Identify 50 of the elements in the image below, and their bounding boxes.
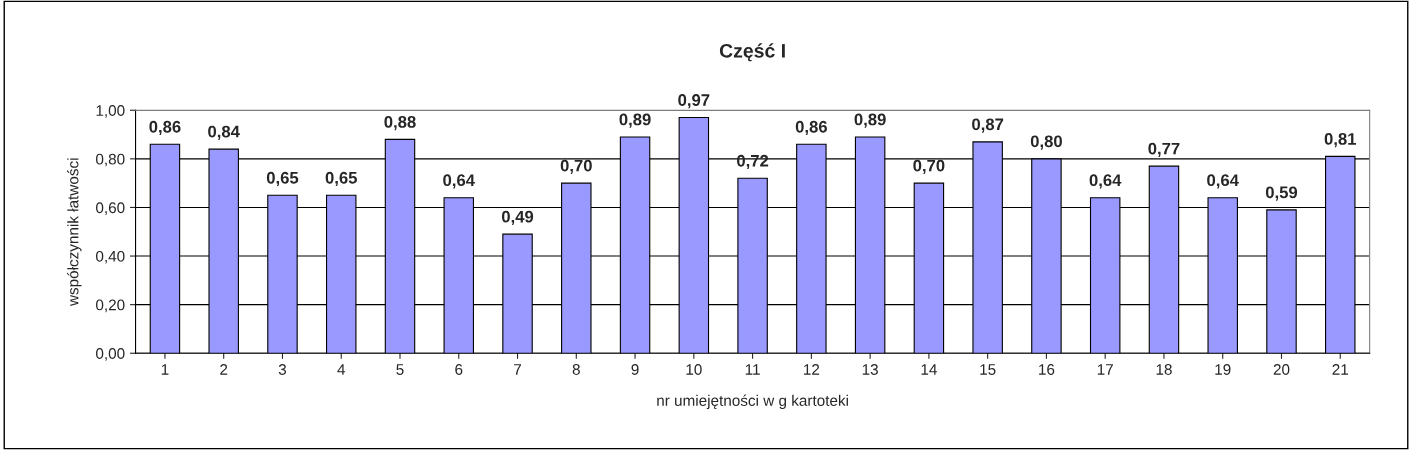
x-tick-label: 1 [161, 364, 169, 375]
chart-title: Część I [719, 43, 785, 62]
x-tick-label: 12 [804, 364, 820, 375]
data-label: 0,86 [149, 120, 181, 136]
x-tick-label: 18 [1156, 364, 1172, 375]
data-label: 0,59 [1265, 186, 1298, 201]
data-label: 0,64 [1089, 174, 1122, 189]
x-tick-label: 8 [572, 364, 580, 375]
y-tick-label: 0,60 [96, 202, 125, 215]
x-tick-label: 5 [396, 364, 404, 375]
x-tick-label: 6 [455, 364, 463, 375]
data-label: 0,86 [795, 120, 827, 136]
x-tick-label: 14 [921, 364, 937, 375]
data-label: 0,70 [913, 159, 945, 174]
data-label: 0,87 [972, 118, 1004, 133]
y-tick-label: 1,00 [96, 105, 125, 118]
x-tick-label: 16 [1039, 364, 1055, 375]
data-label: 0,65 [325, 171, 357, 187]
data-label: 0,64 [1207, 174, 1239, 189]
data-label: 0,65 [266, 171, 299, 187]
data-label: 0,64 [443, 174, 475, 189]
data-label: 0,88 [384, 115, 416, 131]
x-tick-label: 3 [278, 364, 287, 375]
data-label: 0,97 [678, 94, 710, 109]
x-tick-label: 13 [862, 364, 878, 375]
data-label: 0,80 [1030, 135, 1062, 150]
x-tick-label: 4 [337, 364, 346, 375]
x-tick-label: 19 [1215, 364, 1231, 375]
data-label: 0,84 [208, 125, 240, 140]
x-tick-label: 20 [1273, 364, 1290, 375]
x-tick-label: 9 [631, 364, 639, 375]
data-label: 0,49 [501, 210, 534, 225]
x-tick-label: 21 [1332, 364, 1349, 375]
y-axis-title: współczynnik łatwości [67, 158, 82, 307]
x-tick-label: 15 [980, 364, 996, 375]
x-tick-label: 7 [514, 364, 522, 375]
x-tick-label: 17 [1097, 364, 1113, 375]
data-label: 0,89 [854, 113, 886, 128]
x-tick-label: 10 [686, 364, 702, 375]
data-label: 0,70 [560, 159, 592, 174]
x-tick-label: 11 [745, 364, 760, 375]
y-tick-label: 0,20 [96, 299, 125, 313]
data-label: 0,81 [1324, 132, 1357, 148]
x-tick-label: 2 [220, 364, 228, 375]
y-tick-label: 0,40 [96, 250, 125, 264]
x-axis-title: nr umiejętności w g kartoteki [657, 394, 848, 410]
data-label: 0,77 [1148, 142, 1180, 157]
y-tick-label: 0,80 [96, 153, 125, 167]
y-tick-label: 0,00 [96, 348, 125, 361]
data-label: 0,89 [619, 113, 651, 128]
